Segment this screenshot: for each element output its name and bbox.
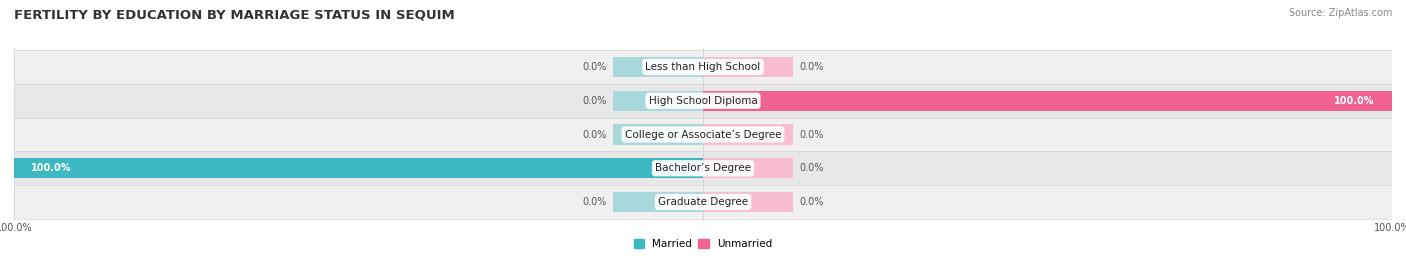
Bar — [703, 91, 1392, 111]
Text: 0.0%: 0.0% — [582, 62, 606, 72]
Bar — [613, 124, 703, 145]
Text: Bachelor’s Degree: Bachelor’s Degree — [655, 163, 751, 173]
Text: 0.0%: 0.0% — [582, 197, 606, 207]
Text: High School Diploma: High School Diploma — [648, 96, 758, 106]
Text: College or Associate’s Degree: College or Associate’s Degree — [624, 129, 782, 140]
Text: 100.0%: 100.0% — [1334, 96, 1375, 106]
Text: Less than High School: Less than High School — [645, 62, 761, 72]
Bar — [14, 185, 1392, 219]
Bar — [14, 158, 703, 178]
Text: 100.0%: 100.0% — [31, 163, 72, 173]
Bar — [14, 151, 1392, 185]
Text: 0.0%: 0.0% — [800, 197, 824, 207]
Text: 0.0%: 0.0% — [582, 129, 606, 140]
Bar — [703, 124, 793, 145]
Text: Source: ZipAtlas.com: Source: ZipAtlas.com — [1288, 8, 1392, 18]
Bar — [14, 50, 1392, 84]
Bar — [703, 158, 793, 178]
Bar — [703, 192, 793, 212]
Bar — [14, 84, 1392, 118]
Bar — [613, 57, 703, 77]
Bar — [613, 91, 703, 111]
Legend: Married, Unmarried: Married, Unmarried — [630, 235, 776, 253]
Text: 0.0%: 0.0% — [582, 96, 606, 106]
Text: Graduate Degree: Graduate Degree — [658, 197, 748, 207]
Bar — [703, 57, 793, 77]
Text: 0.0%: 0.0% — [800, 129, 824, 140]
Text: FERTILITY BY EDUCATION BY MARRIAGE STATUS IN SEQUIM: FERTILITY BY EDUCATION BY MARRIAGE STATU… — [14, 8, 454, 21]
Text: 0.0%: 0.0% — [800, 62, 824, 72]
Text: 0.0%: 0.0% — [800, 163, 824, 173]
Bar — [14, 118, 1392, 151]
Bar — [613, 192, 703, 212]
